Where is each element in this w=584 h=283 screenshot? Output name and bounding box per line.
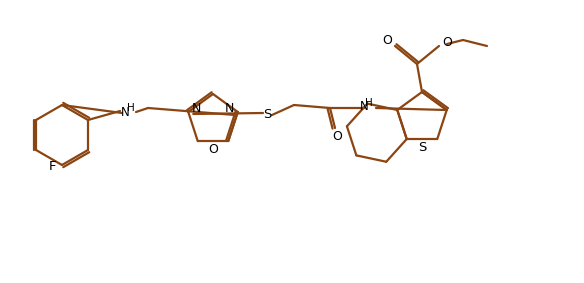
Text: F: F bbox=[49, 160, 57, 173]
Text: N: N bbox=[192, 102, 201, 115]
Text: H: H bbox=[365, 98, 373, 108]
Text: S: S bbox=[418, 141, 426, 154]
Text: N: N bbox=[225, 102, 234, 115]
Text: O: O bbox=[332, 130, 342, 143]
Text: N: N bbox=[360, 100, 369, 113]
Text: O: O bbox=[382, 35, 392, 48]
Text: O: O bbox=[442, 35, 452, 48]
Text: H: H bbox=[127, 103, 135, 113]
Text: S: S bbox=[263, 108, 271, 121]
Text: O: O bbox=[208, 143, 218, 156]
Text: N: N bbox=[121, 106, 130, 119]
